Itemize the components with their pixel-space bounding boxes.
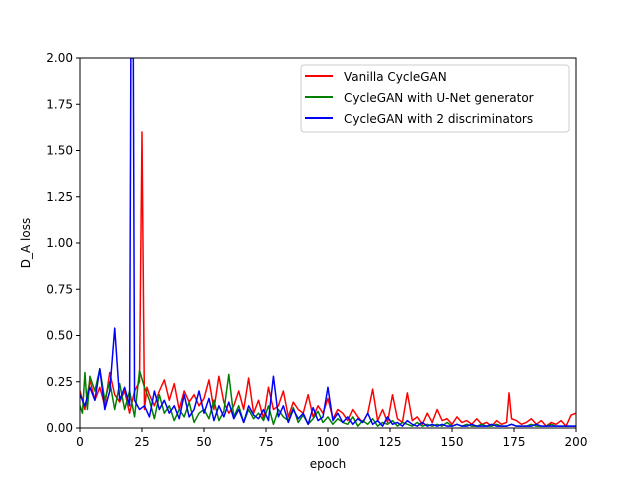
x-tick-label: 0 [76, 435, 84, 449]
x-tick-label: 125 [379, 435, 402, 449]
series-line-2 [80, 368, 576, 427]
x-tick-label: 50 [196, 435, 211, 449]
x-tick-label: 150 [441, 435, 464, 449]
y-tick-label: 0.75 [46, 282, 73, 296]
x-tick-label: 175 [503, 435, 526, 449]
x-tick-label: 100 [317, 435, 340, 449]
x-tick-label: 25 [134, 435, 149, 449]
y-tick-label: 1.50 [46, 144, 73, 158]
y-tick-label: 1.00 [46, 236, 73, 250]
y-tick-label: 2.00 [46, 51, 73, 65]
x-tick-label: 200 [565, 435, 588, 449]
legend: Vanilla CycleGAN CycleGAN with U-Net gene… [300, 64, 570, 133]
y-axis-label: D_A loss [19, 218, 33, 268]
series-line-3 [80, 58, 576, 427]
y-tick-label: 1.75 [46, 97, 73, 111]
legend-label-1: Vanilla CycleGAN [344, 70, 447, 84]
y-tick-label: 0.25 [46, 375, 73, 389]
x-axis-ticks: 0 25 50 75 100 125 150 175 200 [76, 428, 587, 449]
x-tick-label: 75 [258, 435, 273, 449]
legend-label-2: CycleGAN with U-Net generator [344, 91, 534, 105]
y-tick-label: 1.25 [46, 190, 73, 204]
x-axis-label: epoch [310, 457, 347, 471]
y-tick-label: 0.50 [46, 329, 73, 343]
y-tick-label: 0.00 [46, 421, 73, 435]
series-layer [80, 58, 576, 427]
legend-label-3: CycleGAN with 2 discriminators [344, 112, 533, 126]
legend-box [300, 64, 570, 133]
y-axis-ticks: 0.00 0.25 0.50 0.75 1.00 1.25 1.50 1.75 2.00 [46, 51, 80, 435]
